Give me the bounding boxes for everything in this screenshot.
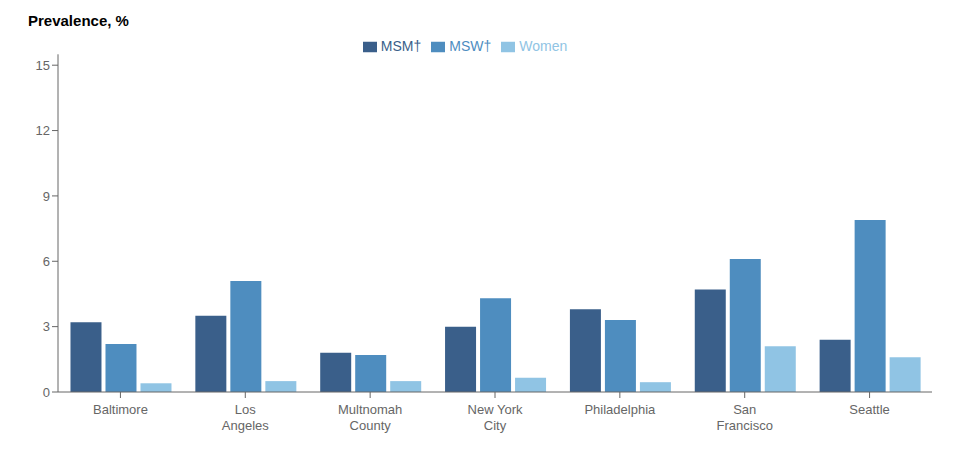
svg-text:SanFrancisco: SanFrancisco xyxy=(717,402,773,433)
svg-text:0: 0 xyxy=(43,385,50,400)
svg-text:12: 12 xyxy=(36,123,50,138)
svg-text:15: 15 xyxy=(36,58,50,73)
svg-text:Baltimore: Baltimore xyxy=(93,402,148,417)
html-text:MSW†: MSW† xyxy=(449,38,492,54)
svg-text:6: 6 xyxy=(43,254,50,269)
html-text:Women: Women xyxy=(519,38,568,54)
html-text:Prevalence, %: Prevalence, % xyxy=(28,12,129,29)
svg-text:Philadelphia: Philadelphia xyxy=(584,402,656,417)
svg-text:3: 3 xyxy=(43,319,50,334)
svg-text:New YorkCity: New YorkCity xyxy=(468,402,523,433)
svg-text:Seattle: Seattle xyxy=(849,402,889,417)
svg-text:9: 9 xyxy=(43,189,50,204)
html-text:MSM†: MSM† xyxy=(380,38,422,54)
svg-text:LosAngeles: LosAngeles xyxy=(222,402,269,433)
svg-text:MultnomahCounty: MultnomahCounty xyxy=(338,402,402,433)
